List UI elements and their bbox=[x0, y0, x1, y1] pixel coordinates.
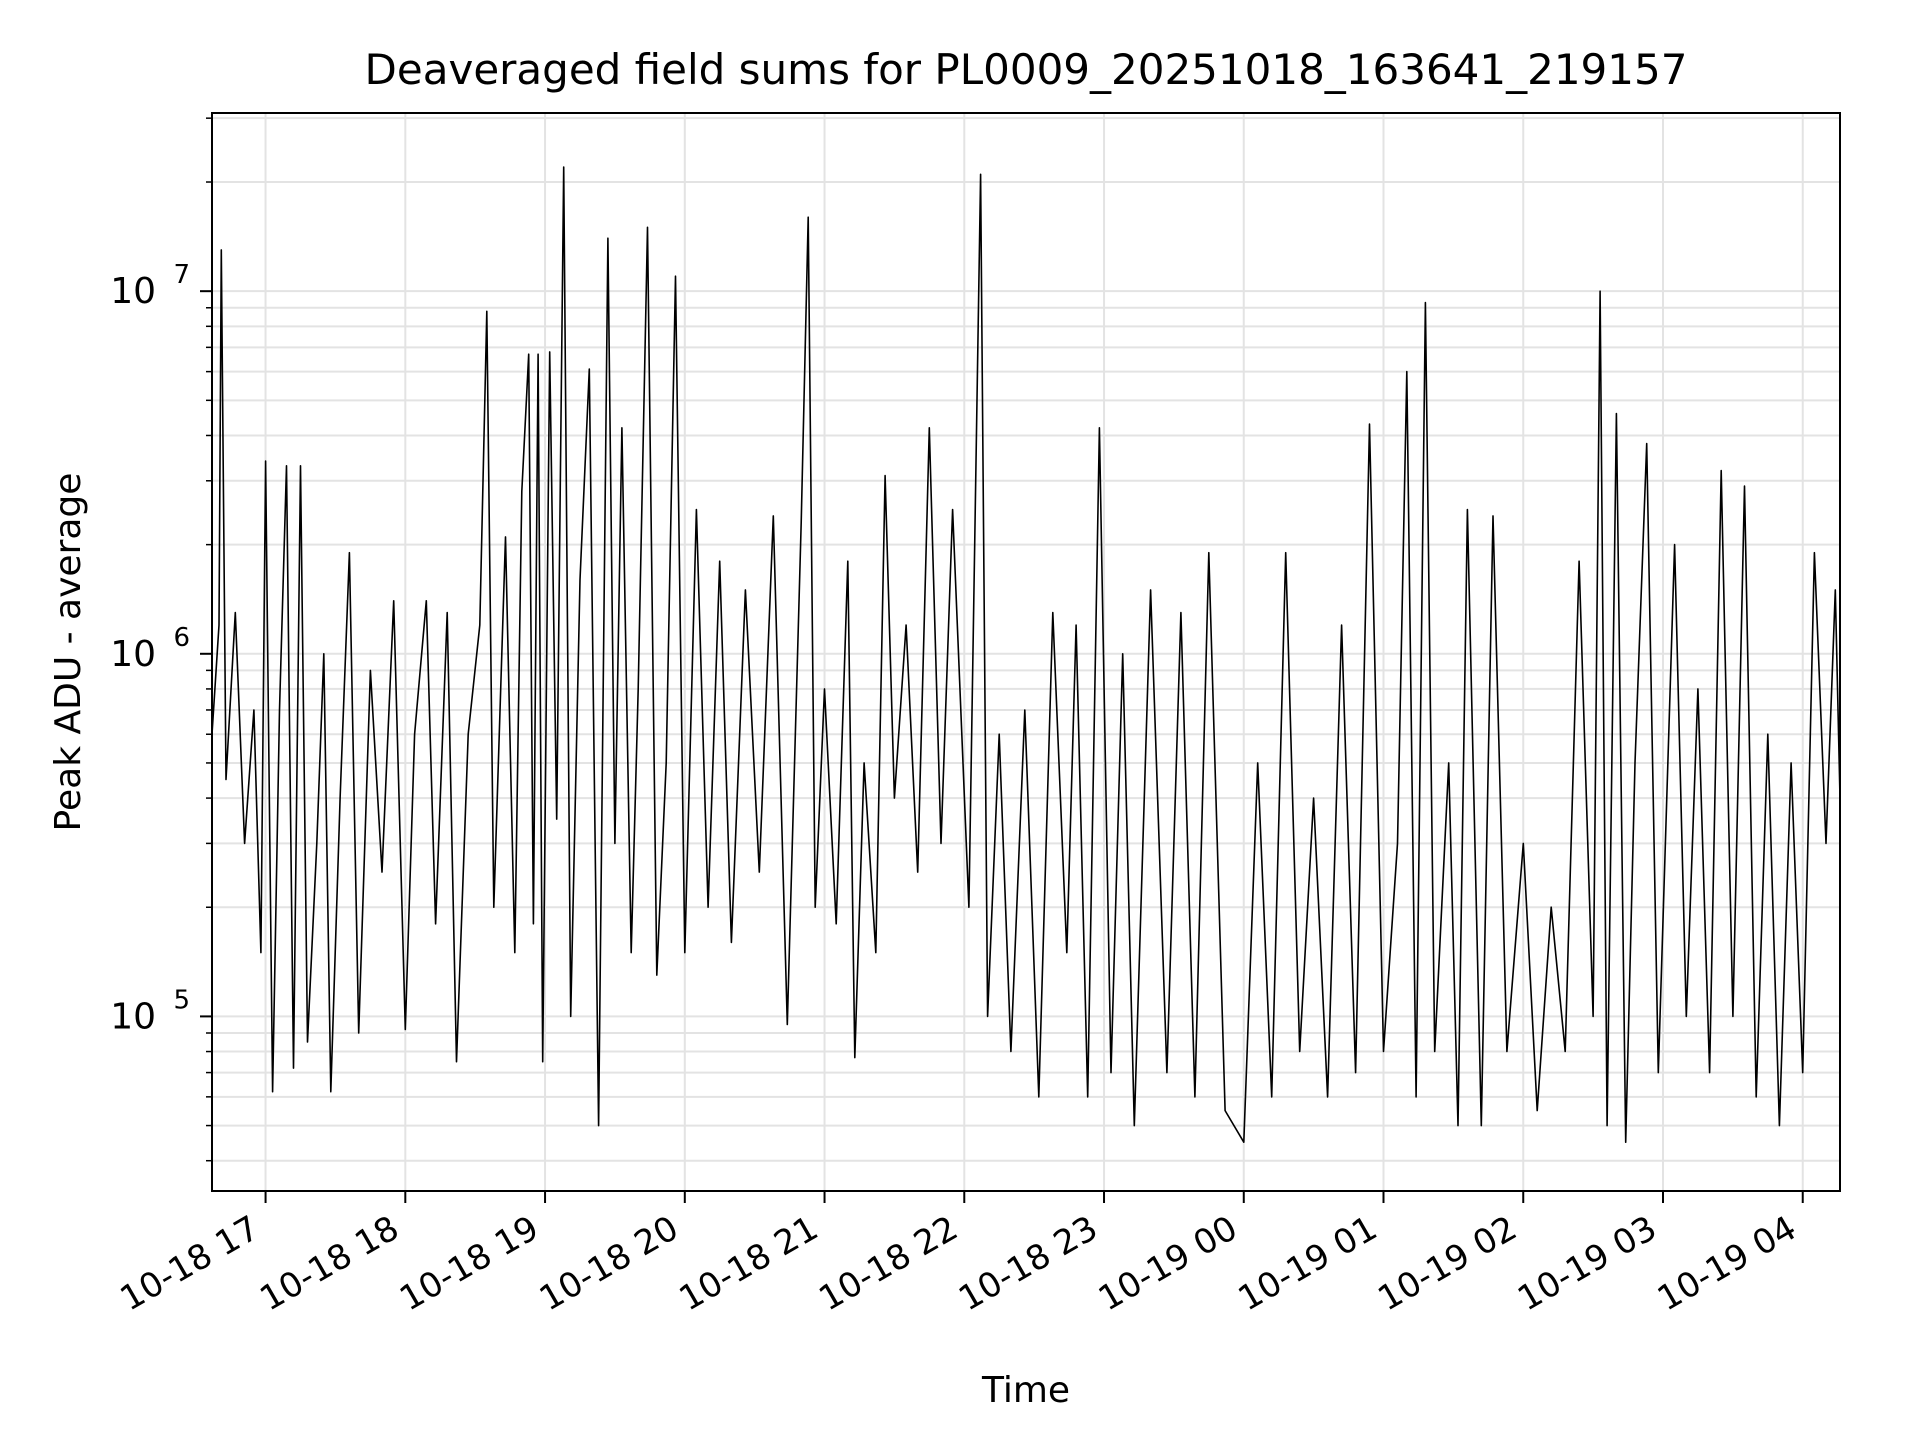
series-line bbox=[211, 166, 1841, 1143]
plot-frame bbox=[211, 112, 1841, 1192]
y-tick-exponent: 5 bbox=[173, 985, 190, 1015]
y-tick-exponent: 6 bbox=[173, 623, 190, 653]
y-tick-label: 10 bbox=[110, 271, 156, 312]
chart-title: Deaveraged field sums for PL0009_2025101… bbox=[365, 45, 1688, 94]
y-tick-exponent: 7 bbox=[173, 260, 190, 290]
y-axis-label: Peak ADU - average bbox=[48, 473, 89, 832]
series-area bbox=[211, 166, 1841, 1143]
y-tick-label: 10 bbox=[110, 996, 156, 1037]
x-axis-label: Time bbox=[981, 1370, 1070, 1411]
y-tick-label: 10 bbox=[110, 634, 156, 675]
